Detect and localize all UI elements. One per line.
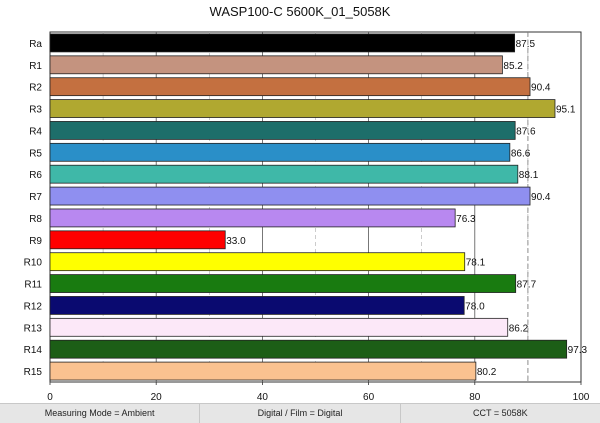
value-label: 87.5 — [516, 39, 536, 50]
bar — [49, 164, 519, 184]
category-label: R10 — [24, 258, 43, 269]
bar — [49, 230, 226, 250]
value-label: 33.0 — [226, 236, 246, 247]
value-label: 86.2 — [509, 323, 529, 334]
value-label: 78.0 — [465, 301, 485, 312]
category-label: R11 — [24, 280, 42, 291]
category-label: R13 — [24, 323, 43, 334]
bar — [49, 361, 477, 381]
value-label: 90.4 — [531, 83, 551, 94]
value-label: 80.2 — [477, 367, 497, 378]
bar — [49, 142, 511, 162]
x-tick-label: 80 — [469, 392, 481, 403]
bar — [49, 274, 517, 293]
category-label: R7 — [29, 192, 42, 203]
category-label: R8 — [29, 214, 42, 225]
x-tick-label: 0 — [47, 392, 53, 403]
value-label: 86.6 — [511, 148, 531, 159]
value-label: 85.2 — [503, 61, 523, 72]
bar — [49, 339, 568, 359]
category-label: R1 — [29, 61, 42, 72]
x-tick-label: 40 — [257, 392, 269, 403]
measuring-mode-label: Measuring Mode = Ambient — [0, 404, 201, 423]
status-footer: Measuring Mode = Ambient Digital / Film … — [0, 403, 600, 423]
value-label: 87.7 — [517, 280, 537, 291]
x-tick-label: 60 — [363, 392, 375, 403]
bar — [49, 77, 531, 97]
category-label: R6 — [29, 170, 42, 181]
value-label: 97.3 — [568, 345, 588, 356]
bar — [49, 55, 503, 75]
bar-chart: Ra 87.5 R1 85.2 R2 90.4 R3 95.1 R4 87.6 R5 86.6 R6 88… — [24, 31, 590, 403]
value-label: 78.1 — [466, 258, 486, 269]
digital-film-label: Digital / Film = Digital — [200, 404, 401, 423]
value-label: 76.3 — [456, 214, 476, 225]
category-label: R9 — [29, 236, 42, 247]
bar — [49, 186, 531, 206]
category-label: R2 — [29, 83, 42, 94]
category-label: R15 — [24, 367, 43, 378]
bar — [49, 252, 466, 272]
chart-title: WASP100-C 5600K_01_5058K — [209, 4, 391, 19]
category-label: R5 — [29, 148, 42, 159]
bar — [49, 208, 456, 228]
value-label: 88.1 — [519, 170, 539, 181]
bar — [49, 33, 516, 53]
x-tick-label: 20 — [151, 392, 163, 403]
value-label: 95.1 — [556, 105, 576, 116]
category-label: R12 — [24, 301, 43, 312]
bar — [49, 99, 556, 118]
value-label: 90.4 — [531, 192, 551, 203]
value-label: 87.6 — [516, 126, 536, 137]
x-tick-label: 100 — [573, 392, 590, 403]
bar — [49, 121, 516, 140]
category-label: R14 — [24, 345, 43, 356]
category-label: Ra — [29, 39, 42, 50]
bar — [49, 296, 465, 315]
bar — [49, 317, 509, 337]
category-label: R3 — [29, 105, 42, 116]
category-label: R4 — [29, 126, 42, 137]
cct-label: CCT = 5058K — [473, 408, 528, 418]
